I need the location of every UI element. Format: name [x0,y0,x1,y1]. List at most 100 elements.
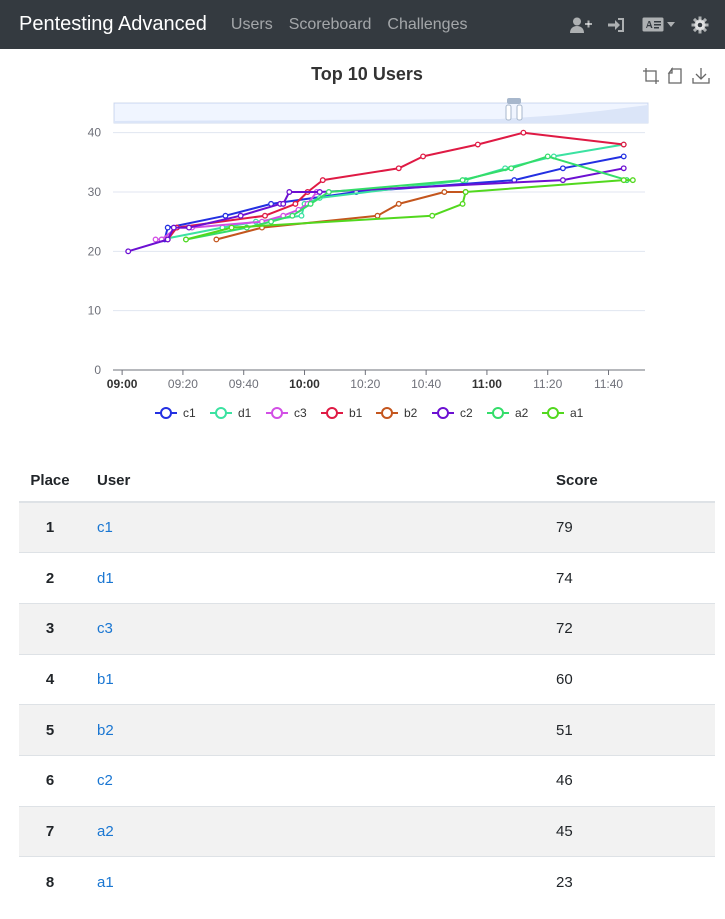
data-point[interactable] [620,177,627,184]
legend-label: d1 [238,406,252,420]
data-point[interactable] [544,153,551,160]
data-point[interactable] [292,200,299,207]
x-tick-label: 09:00 [107,377,138,391]
y-tick-label: 20 [88,244,102,258]
table-row: 4 b1 60 [19,653,715,705]
user-link[interactable]: b1 [97,670,114,688]
scoreboard-chart-container: Top 10 Users 0 10 20 30 40 09:00 09:20 09:40 10… [0,49,725,430]
x-tick-label: 10:40 [411,377,441,391]
data-point[interactable] [629,177,636,184]
data-point[interactable] [183,236,189,243]
legend-item-b2[interactable]: b2 [376,406,418,420]
data-point[interactable] [319,177,326,184]
data-point[interactable] [620,153,627,160]
legend-swatch-marker [271,407,283,419]
user-link[interactable]: c1 [97,519,113,537]
language-dropdown[interactable] [642,17,675,32]
data-point[interactable] [286,189,293,195]
legend-label: b1 [349,406,363,420]
data-point[interactable] [459,200,466,207]
data-point[interactable] [474,141,481,148]
datazoom-handle-right[interactable] [516,104,523,121]
data-point[interactable] [152,236,159,243]
y-tick-label: 40 [88,126,102,140]
datazoom-handle-left[interactable] [505,104,512,121]
legend-item-c2[interactable]: c2 [432,406,473,420]
settings-gear-icon[interactable] [691,16,709,34]
data-point[interactable] [420,153,427,160]
data-point[interactable] [125,248,132,255]
legend-item-a1[interactable]: a1 [542,406,584,420]
data-point[interactable] [620,165,627,172]
download-icon[interactable] [692,68,710,84]
data-point[interactable] [559,165,566,172]
data-point[interactable] [441,189,448,195]
series-a1 [183,177,636,243]
legend-item-d1[interactable]: d1 [210,406,252,420]
x-tick-label: 10:00 [289,377,320,391]
row-place: 7 [19,805,97,857]
user-link[interactable]: a1 [97,873,114,891]
legend-item-a2[interactable]: a2 [487,406,529,420]
data-point[interactable] [429,212,436,219]
datazoom-handle-top[interactable] [507,98,521,104]
legend-item-c3[interactable]: c3 [266,406,307,420]
data-point[interactable] [262,212,268,219]
user-link[interactable]: d1 [97,569,114,587]
user-plus-icon[interactable] [570,17,592,33]
nav-users-link[interactable]: Users [230,15,273,33]
datazoom-slider[interactable] [113,98,649,124]
data-point[interactable] [559,177,566,184]
table-row: 3 c3 72 [19,602,715,655]
data-point[interactable] [170,224,177,231]
y-tick-label: 0 [94,363,101,377]
brand-title[interactable]: Pentesting Advanced [19,13,207,35]
data-point[interactable] [268,218,275,225]
legend-swatch-marker [437,407,449,419]
row-score: 72 [497,602,715,655]
data-point[interactable] [228,224,235,231]
user-link[interactable]: c2 [97,772,113,790]
data-point[interactable] [508,165,515,172]
data-point[interactable] [395,165,402,172]
data-point[interactable] [462,189,469,195]
data-point[interactable] [289,212,296,219]
series-line [127,167,624,253]
x-tick-label: 11:40 [594,377,623,391]
data-point[interactable] [620,141,627,148]
data-point[interactable] [395,200,402,207]
data-point[interactable] [164,224,171,231]
row-place: 1 [19,501,97,553]
data-point[interactable] [520,129,527,136]
row-score: 23 [497,856,715,908]
user-link[interactable]: b2 [97,721,114,739]
language-icon [642,17,664,32]
header-place: Place [19,460,97,503]
data-point[interactable] [213,236,220,243]
user-link[interactable]: c3 [97,620,113,638]
data-point[interactable] [222,212,229,219]
x-tick-label: 09:20 [168,377,198,391]
zoom-icon[interactable] [643,68,659,84]
data-point[interactable] [298,212,305,219]
row-score: 46 [497,754,715,807]
nav-challenges-link[interactable]: Challenges [387,15,468,33]
chart-legend: c1 d1 c3 b1 b2 c2 a2 a1 [155,406,584,420]
data-point[interactable] [459,177,466,184]
data-point[interactable] [307,200,314,207]
legend-item-b1[interactable]: b1 [321,406,363,420]
data-point[interactable] [374,212,381,219]
data-point[interactable] [280,200,287,207]
legend-item-c1[interactable]: c1 [155,406,196,420]
row-score: 60 [497,653,715,705]
nav-scoreboard-link[interactable]: Scoreboard [288,15,372,33]
restore-icon[interactable] [667,67,682,84]
data-point[interactable] [186,224,192,231]
data-point[interactable] [316,189,323,195]
data-point[interactable] [325,189,332,195]
sign-in-icon[interactable] [608,17,626,33]
data-point[interactable] [164,236,171,243]
row-place: 3 [19,602,97,655]
data-point[interactable] [237,212,244,219]
user-link[interactable]: a2 [97,822,114,840]
